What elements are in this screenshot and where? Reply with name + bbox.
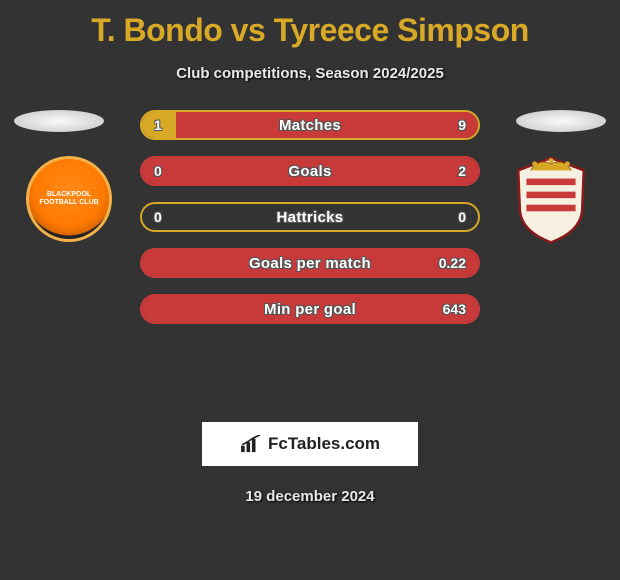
stat-label: Min per goal [264, 301, 356, 318]
stat-label: Matches [279, 117, 341, 134]
fctables-logo: FcTables.com [202, 422, 418, 466]
logo-text: FcTables.com [268, 434, 380, 454]
stat-row: 1 9 Matches [140, 110, 480, 140]
stat-value-right: 0.22 [439, 255, 466, 271]
stat-label: Goals per match [249, 255, 371, 272]
page-title: T. Bondo vs Tyreece Simpson [0, 0, 620, 49]
stat-label: Hattricks [277, 209, 344, 226]
stat-value-left: 0 [154, 209, 162, 225]
stat-value-right: 643 [443, 301, 466, 317]
stat-label: Goals [288, 163, 331, 180]
crest-left: BLACKPOOL FOOTBALL CLUB [24, 154, 114, 244]
subtitle: Club competitions, Season 2024/2025 [0, 65, 620, 82]
stat-value-right: 9 [458, 117, 466, 133]
blackpool-crest-icon: BLACKPOOL FOOTBALL CLUB [26, 156, 112, 242]
crest-left-text: BLACKPOOL FOOTBALL CLUB [39, 191, 98, 206]
bars-icon [240, 435, 262, 453]
podium-right [516, 110, 606, 132]
stat-value-right: 2 [458, 163, 466, 179]
crest-right [506, 154, 596, 244]
stat-row: 0 0 Hattricks [140, 202, 480, 232]
stat-row: 0 2 Goals [140, 156, 480, 186]
stat-value-left: 0 [154, 163, 162, 179]
comparison-stage: BLACKPOOL FOOTBALL CLUB 1 9 Matches 0 2 Goals… [0, 110, 620, 410]
stevenage-crest-icon [508, 154, 594, 244]
stat-row: 643 Min per goal [140, 294, 480, 324]
stat-bars: 1 9 Matches 0 2 Goals 0 0 Hattricks 0.22 Goals per… [140, 110, 480, 340]
stat-value-right: 0 [458, 209, 466, 225]
stat-value-left: 1 [154, 117, 162, 133]
podium-left [14, 110, 104, 132]
date-text: 19 december 2024 [0, 488, 620, 505]
stat-row: 0.22 Goals per match [140, 248, 480, 278]
